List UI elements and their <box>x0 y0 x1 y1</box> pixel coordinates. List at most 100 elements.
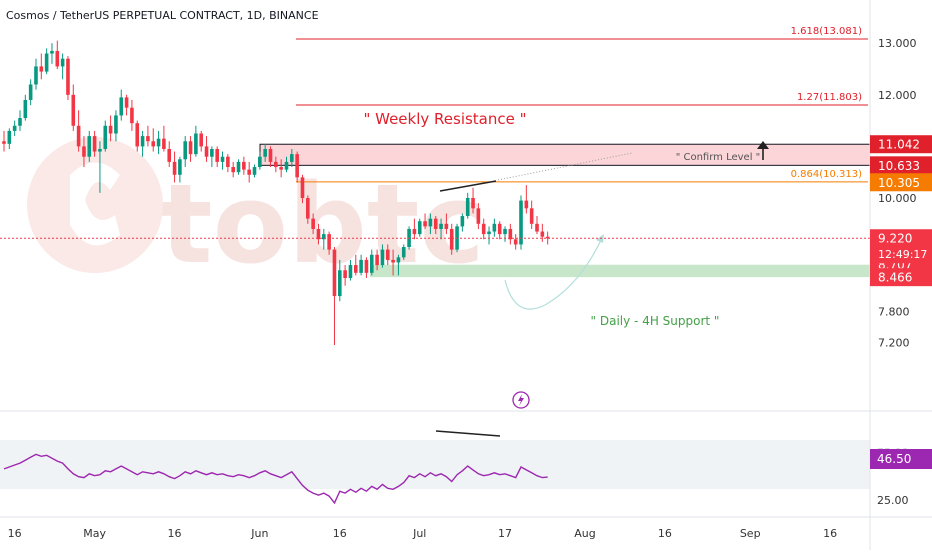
candle[interactable] <box>199 130 204 152</box>
candle[interactable] <box>252 164 257 178</box>
candle[interactable] <box>322 228 326 250</box>
candle[interactable] <box>444 213 449 235</box>
candle[interactable] <box>82 136 86 168</box>
candle[interactable] <box>167 141 172 168</box>
candle[interactable] <box>39 53 44 80</box>
candle[interactable] <box>348 259 353 281</box>
candle[interactable] <box>279 159 283 178</box>
candle[interactable] <box>412 218 417 240</box>
candle[interactable] <box>178 156 182 183</box>
candle[interactable] <box>50 43 54 64</box>
candle[interactable] <box>231 161 235 178</box>
candle[interactable] <box>487 226 491 245</box>
candle[interactable] <box>311 213 315 235</box>
candle[interactable] <box>28 79 33 106</box>
candle[interactable] <box>151 128 156 152</box>
candle[interactable] <box>98 141 102 193</box>
candle[interactable] <box>204 136 209 162</box>
candle[interactable] <box>220 151 225 170</box>
candle[interactable] <box>274 156 278 173</box>
candle[interactable] <box>327 231 331 255</box>
candle[interactable] <box>44 48 49 75</box>
candle[interactable] <box>353 254 358 276</box>
candle[interactable] <box>449 223 454 255</box>
candle[interactable] <box>156 130 161 155</box>
candle[interactable] <box>396 254 401 276</box>
candle[interactable] <box>34 58 38 90</box>
candle[interactable] <box>375 249 379 271</box>
candle[interactable] <box>306 195 310 224</box>
candle[interactable] <box>87 130 92 162</box>
candle[interactable] <box>60 53 65 80</box>
candle[interactable] <box>210 146 214 168</box>
candle[interactable] <box>268 146 273 168</box>
candle[interactable] <box>508 223 513 245</box>
candle[interactable] <box>188 136 193 162</box>
candle[interactable] <box>497 221 502 240</box>
candle[interactable] <box>433 216 438 235</box>
candle[interactable] <box>337 259 342 302</box>
candle[interactable] <box>465 192 470 219</box>
projected-path-curve[interactable] <box>504 237 603 310</box>
candle[interactable] <box>92 130 97 157</box>
candle[interactable] <box>503 226 507 242</box>
weekly-resistance-zone[interactable] <box>259 143 871 166</box>
candle[interactable] <box>385 244 390 266</box>
rsi-divergence-line[interactable] <box>435 430 501 437</box>
candlestick-series[interactable] <box>2 40 550 346</box>
lightning-icon[interactable] <box>512 391 530 409</box>
candle[interactable] <box>71 84 76 131</box>
candle[interactable] <box>76 110 81 152</box>
candle[interactable] <box>417 218 422 237</box>
candle[interactable] <box>545 231 550 245</box>
candle[interactable] <box>439 218 443 240</box>
daily-4h-support-zone[interactable] <box>370 264 870 278</box>
candle[interactable] <box>103 120 108 152</box>
candle[interactable] <box>119 89 124 121</box>
candle[interactable] <box>194 125 198 157</box>
candle[interactable] <box>108 115 113 142</box>
candle[interactable] <box>146 125 150 147</box>
candle[interactable] <box>7 128 12 149</box>
candle[interactable] <box>540 223 545 242</box>
candle[interactable] <box>135 120 140 152</box>
candle[interactable] <box>316 223 321 245</box>
candle[interactable] <box>236 159 241 175</box>
candle[interactable] <box>130 99 134 131</box>
candle[interactable] <box>114 110 118 142</box>
candle[interactable] <box>290 148 294 168</box>
candle[interactable] <box>519 195 523 250</box>
candle[interactable] <box>215 146 219 168</box>
candle[interactable] <box>183 136 188 168</box>
candle[interactable] <box>172 151 177 183</box>
candle[interactable] <box>460 213 465 232</box>
candle[interactable] <box>380 244 385 268</box>
candle[interactable] <box>529 200 534 229</box>
candle[interactable] <box>258 151 262 170</box>
candle[interactable] <box>2 130 6 152</box>
candle[interactable] <box>513 234 518 250</box>
candle[interactable] <box>428 213 433 235</box>
rsi-line[interactable] <box>3 453 548 505</box>
candle[interactable] <box>481 218 486 240</box>
candle[interactable] <box>535 216 539 235</box>
price-divergence-line[interactable] <box>439 180 497 192</box>
candle[interactable] <box>55 40 60 69</box>
candle[interactable] <box>359 254 363 276</box>
candle[interactable] <box>66 56 70 100</box>
candle[interactable] <box>284 156 289 173</box>
candle[interactable] <box>524 185 529 214</box>
candle[interactable] <box>471 187 475 214</box>
candle[interactable] <box>401 244 406 260</box>
candle[interactable] <box>23 94 28 121</box>
candle[interactable] <box>295 151 299 183</box>
candle[interactable] <box>300 174 305 204</box>
candle[interactable] <box>476 203 481 229</box>
candle[interactable] <box>247 161 251 183</box>
candle[interactable] <box>343 265 347 286</box>
candle[interactable] <box>332 247 337 346</box>
candle[interactable] <box>12 120 17 137</box>
candle[interactable] <box>140 130 145 157</box>
time-axis[interactable]: 16 May 16 Jun 16 Jul 17 Aug 16 Sep 16 <box>8 527 837 540</box>
